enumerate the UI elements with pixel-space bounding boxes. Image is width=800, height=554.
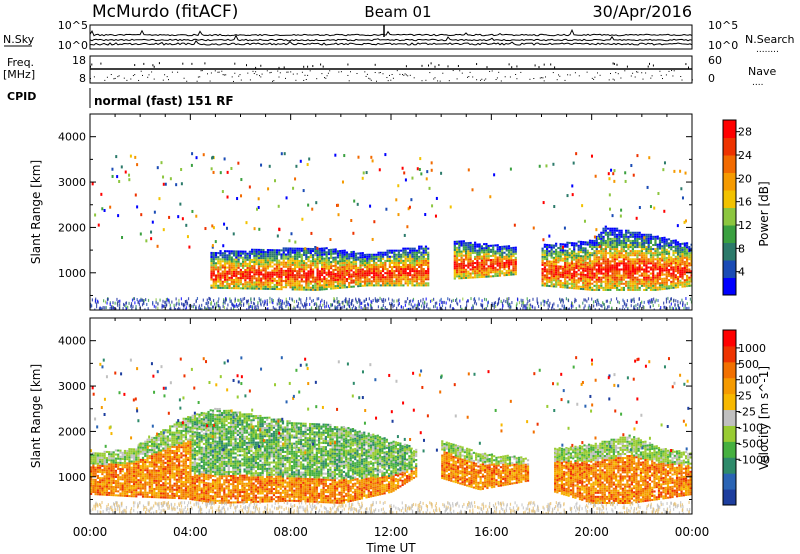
cpid-label: CPID [7, 90, 36, 103]
cpid-value: normal (fast) 151 RF [94, 94, 234, 108]
colorbar-swatch [723, 361, 736, 379]
echo-band [210, 245, 430, 291]
freq-traces [90, 62, 693, 82]
colorbar-tick-label: 12 [738, 219, 752, 232]
velocity-echo-layer [90, 356, 692, 514]
colorbar-swatch [723, 345, 736, 363]
velocity-panel-axes: 1000 2000 3000 4000 00:00 04:00 08:00 12:00 16:0… [58, 318, 709, 539]
velocity-colorbar: 1000 500 100 25 -25 -100 -500 -1000 [722, 329, 770, 506]
colorbar-swatch [723, 225, 736, 243]
freq-unit: [MHz] [3, 68, 35, 81]
near-range-speckle [90, 296, 692, 310]
colorbar-tick-label: -100 [738, 421, 763, 434]
colorbar-swatch [723, 207, 736, 226]
nave-dots: .... [752, 78, 763, 88]
freq-tick-bottom: 8 [79, 72, 86, 85]
echo-band [441, 440, 530, 491]
velocity-ylabel: Slant Range [km] [29, 364, 43, 468]
x-tick-label: 00:00 [675, 525, 710, 539]
echo-band [554, 434, 692, 505]
y-tick-label: 3000 [58, 176, 86, 189]
power-panel-axes: 1000 2000 3000 4000 [58, 114, 693, 310]
colorbar-tick-label: -25 [738, 406, 756, 419]
date-title: 30/Apr/2016 [592, 2, 692, 21]
colorbar-swatch [723, 242, 736, 261]
colorbar-tick-label: 100 [738, 374, 759, 387]
power-colorbar: 4 8 12 16 20 24 28 [722, 119, 752, 296]
station-title: McMurdo (fitACF) [92, 2, 238, 22]
power-colorbar-label: Power [dB] [757, 181, 771, 246]
nsearch-dots: ........ [756, 45, 779, 55]
colorbar-tick-label: 4 [738, 266, 745, 279]
x-axis-title: Time UT [365, 541, 416, 554]
colorbar-tick-label: 28 [738, 126, 752, 139]
y-tick-label: 4000 [58, 335, 86, 348]
colorbar-swatch [723, 473, 736, 490]
nsky-strip-frame [89, 24, 693, 50]
y-tick-label: 2000 [58, 221, 86, 234]
colorbar-swatch [723, 377, 736, 395]
scatter-echoes [90, 356, 690, 455]
scatter-echoes [91, 152, 687, 251]
colorbar-tick-label: 1000 [738, 342, 766, 355]
colorbar-swatch [723, 457, 736, 474]
nave-label: Nave [748, 65, 776, 78]
colorbar-swatch [723, 172, 736, 191]
x-tick-label: 12:00 [374, 525, 409, 539]
nsky-traces [89, 25, 693, 46]
nsearch-tick-top: 10^5 [708, 19, 738, 32]
colorbar-tick-label: 24 [738, 149, 752, 162]
colorbar-swatch [723, 409, 736, 426]
nsky-tick-top: 10^5 [58, 19, 88, 32]
colorbar-swatch [723, 330, 736, 347]
y-tick-label: 4000 [58, 131, 86, 144]
x-tick-label: 04:00 [173, 525, 208, 539]
colorbar-swatch [723, 425, 736, 442]
colorbar-swatch [723, 489, 736, 506]
colorbar-swatch [723, 260, 736, 278]
nsearch-tick-bottom: 10^0 [708, 39, 738, 52]
nave-tick-bottom: 0 [708, 72, 715, 85]
colorbar-tick-label: 16 [738, 196, 752, 209]
echo-band [541, 225, 692, 291]
colorbar-swatch [723, 190, 736, 208]
y-tick-label: 3000 [58, 380, 86, 393]
y-tick-label: 1000 [58, 471, 86, 484]
power-ylabel: Slant Range [km] [29, 160, 43, 264]
echo-band [453, 240, 517, 280]
colorbar-swatch [723, 137, 736, 156]
colorbar-tick-label: 8 [738, 242, 745, 255]
colorbar-tick-label: -1000 [738, 453, 770, 466]
nsky-tick-bottom: 10^0 [58, 39, 88, 52]
colorbar-tick-label: -500 [738, 437, 763, 450]
nave-tick-top: 60 [708, 54, 722, 67]
echo-band [90, 407, 418, 505]
nsearch-label: N.Search [745, 33, 795, 46]
nsky-label: N.Sky [3, 33, 35, 46]
colorbar-swatch [723, 393, 736, 411]
y-tick-label: 1000 [58, 267, 86, 280]
freq-label: Freq. [7, 56, 34, 69]
colorbar-swatch [723, 155, 736, 173]
x-tick-label: 08:00 [273, 525, 308, 539]
near-range-speckle [90, 500, 692, 514]
colorbar-swatch [723, 277, 736, 296]
colorbar-tick-label: 25 [738, 390, 752, 403]
power-echo-layer [90, 152, 692, 310]
y-tick-label: 2000 [58, 425, 86, 438]
velocity-colorbar-label: Velocity [m s^-1] [757, 366, 771, 470]
colorbar-tick-label: 500 [738, 358, 759, 371]
colorbar-swatch [723, 120, 736, 138]
x-tick-label: 20:00 [574, 525, 609, 539]
colorbar-tick-label: 20 [738, 172, 752, 185]
x-tick-label: 16:00 [474, 525, 509, 539]
colorbar-swatch [723, 441, 736, 458]
x-tick-label: 00:00 [73, 525, 108, 539]
freq-tick-top: 18 [72, 54, 86, 67]
beam-title: Beam 01 [364, 3, 431, 21]
